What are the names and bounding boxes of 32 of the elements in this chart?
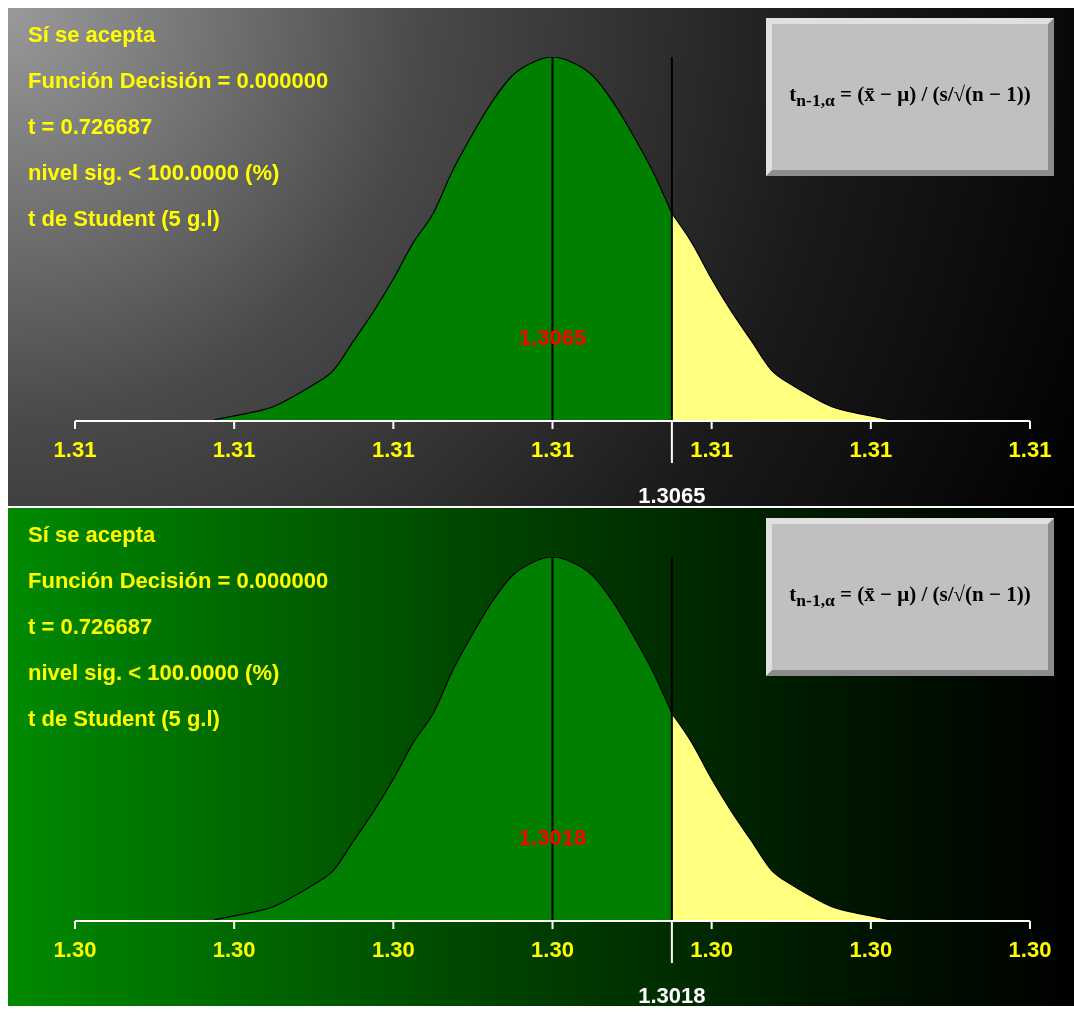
text: Sí se acepta (28, 521, 157, 549)
annotation: nivel sig. < 100.0000 (%) (28, 159, 281, 187)
annotation: t = 0.726687 (28, 613, 154, 641)
text: 1.3065 (638, 483, 706, 508)
annotation: Función Decisión = 0.000000 (28, 67, 329, 95)
text: 1.3018 (518, 824, 587, 850)
x-tick-label: 1.30 (531, 936, 574, 962)
x-tick-label: 1.30 (53, 936, 97, 962)
annotation: t de Student (5 g.l) (28, 705, 221, 733)
x-tick-label: 1.30 (371, 936, 415, 962)
formula-box: t$_{n-1,α}$ = (x̄ − μ) / (s/√(n − 1)) (766, 18, 1054, 176)
text: Sí se acepta (28, 21, 157, 49)
x-tick-label: 1.30 (1008, 936, 1052, 962)
annotation: t = 0.726687 (28, 113, 154, 141)
x-tick-label: 1.31 (531, 436, 574, 462)
annotation: t$_{n-1,α}$ = (x̄ − μ) / (s/√(n − 1)) (789, 82, 1031, 112)
x-tick-label: 1.31 (690, 436, 734, 462)
x-tick-label: 1.30 (849, 936, 893, 962)
x-tick-label: 1.30 (690, 936, 734, 962)
text: 1.3065 (518, 324, 587, 350)
annotation: Función Decisión = 0.000000 (28, 567, 329, 595)
x-tick-label: 1.31 (53, 436, 97, 462)
x-tick-label: 1.31 (1008, 436, 1052, 462)
x-tick-label: 1.31 (371, 436, 415, 462)
annotation: t$_{n-1,α}$ = (x̄ − μ) / (s/√(n − 1)) (789, 582, 1031, 612)
annotation: t de Student (5 g.l) (28, 205, 221, 233)
annotation: nivel sig. < 100.0000 (%) (28, 659, 281, 687)
x-tick-label: 1.30 (212, 936, 256, 962)
x-tick-label: 1.31 (849, 436, 893, 462)
text: 1.3018 (638, 983, 706, 1008)
formula-box: t$_{n-1,α}$ = (x̄ − μ) / (s/√(n − 1)) (766, 518, 1054, 676)
x-tick-label: 1.31 (212, 436, 256, 462)
